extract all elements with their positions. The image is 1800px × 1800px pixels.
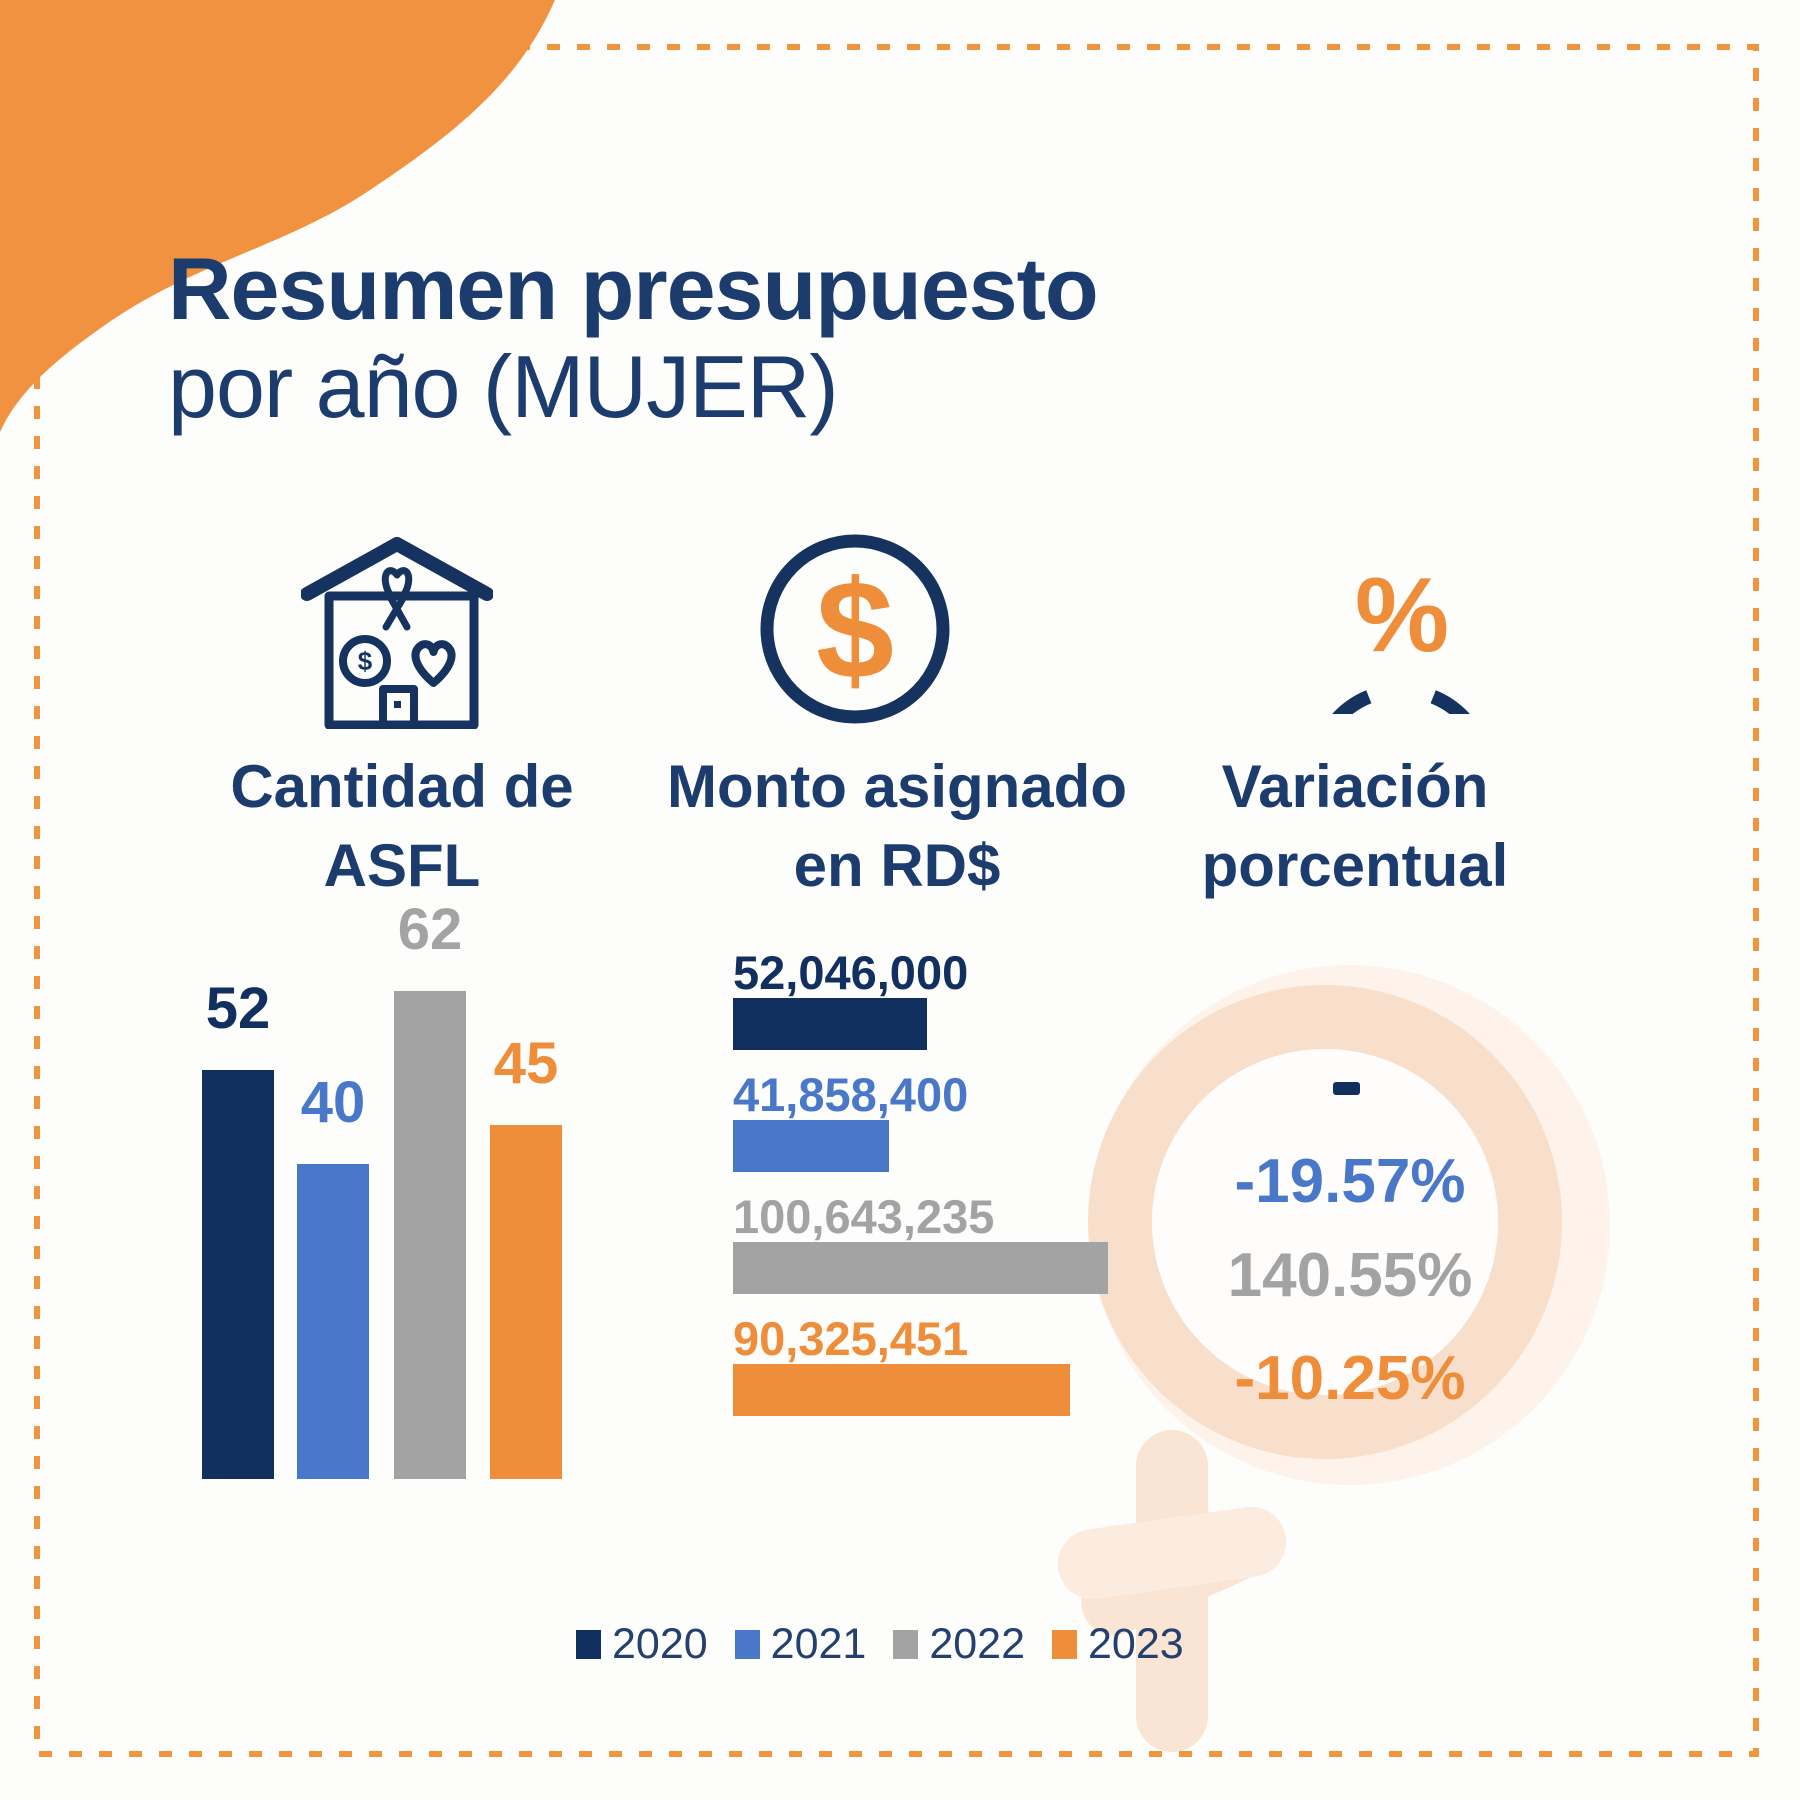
charity-house-icon: $ — [301, 537, 493, 729]
legend-label: 2021 — [770, 1620, 867, 1668]
header-line2: en RD$ — [793, 832, 1001, 899]
header-line1: Cantidad de — [230, 753, 574, 820]
header-line1: Variación — [1221, 753, 1489, 820]
house-roof — [301, 537, 493, 601]
legend-swatch — [576, 1630, 601, 1659]
title-line1: Resumen presupuesto — [168, 239, 1099, 338]
title-line2: por año (MUJER) — [168, 337, 839, 436]
legend-swatch — [734, 1630, 760, 1659]
legend-label: 2020 — [612, 1620, 708, 1668]
legend: 2020 2021 2022 2023 — [576, 1620, 1184, 1668]
legend-swatch — [893, 1630, 919, 1659]
header-line2: porcentual — [1201, 832, 1509, 899]
column-header-monto: Monto asignado en RD$ — [637, 747, 1157, 905]
female-symbol-watermark — [1057, 965, 1610, 1752]
column-header-asfl: Cantidad de ASFL — [142, 747, 662, 905]
legend-label: 2022 — [929, 1620, 1026, 1668]
awareness-ribbon-icon — [381, 567, 413, 597]
column-header-variacion: Variación porcentual — [1095, 747, 1615, 905]
percent-symbol: % — [1355, 556, 1449, 674]
heart-icon — [411, 640, 456, 687]
venus-ring — [1088, 985, 1562, 1459]
legend-label: 2023 — [1088, 1620, 1184, 1668]
dollar-circle-icon: $ — [760, 534, 950, 724]
dollar-symbol: $ — [816, 551, 894, 708]
house-door — [379, 685, 418, 729]
coin-letter: $ — [358, 646, 373, 676]
legend-item-2022: 2022 — [893, 1620, 1026, 1668]
coin-icon — [339, 635, 391, 687]
page-title: Resumen presupuesto por año (MUJER) — [168, 239, 1099, 436]
venus-crossbar — [1057, 1506, 1287, 1600]
percent-circle-icon: % — [1332, 556, 1470, 714]
legend-item-2023: 2023 — [1052, 1620, 1184, 1668]
legend-swatch — [1052, 1630, 1078, 1659]
header-line1: Monto asignado — [667, 753, 1127, 820]
header-line2: ASFL — [323, 832, 481, 899]
legend-item-2020: 2020 — [576, 1620, 708, 1668]
corner-blob — [0, 0, 555, 432]
legend-item-2021: 2021 — [734, 1620, 867, 1668]
